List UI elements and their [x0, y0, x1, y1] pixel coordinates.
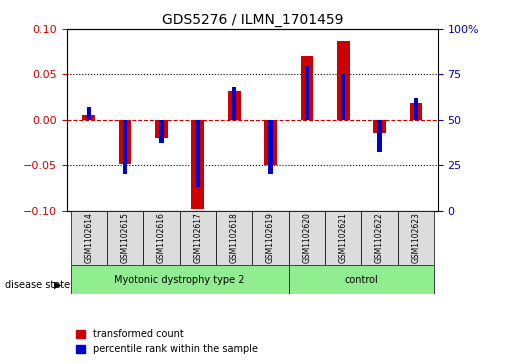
- Bar: [305, 65, 309, 120]
- Text: GSM1102623: GSM1102623: [411, 212, 420, 263]
- Text: GSM1102622: GSM1102622: [375, 212, 384, 263]
- Text: control: control: [345, 274, 379, 285]
- Text: GSM1102617: GSM1102617: [193, 212, 202, 263]
- Bar: [301, 56, 313, 120]
- Bar: [337, 41, 350, 120]
- FancyBboxPatch shape: [325, 211, 362, 265]
- FancyBboxPatch shape: [289, 265, 434, 294]
- Bar: [373, 120, 386, 134]
- Bar: [228, 91, 241, 120]
- Bar: [341, 74, 346, 120]
- Bar: [119, 120, 131, 164]
- Text: GSM1102618: GSM1102618: [230, 212, 238, 263]
- Legend: transformed count, percentile rank within the sample: transformed count, percentile rank withi…: [72, 326, 262, 358]
- FancyBboxPatch shape: [398, 211, 434, 265]
- Text: ▶: ▶: [54, 280, 62, 290]
- Text: Myotonic dystrophy type 2: Myotonic dystrophy type 2: [114, 274, 245, 285]
- Text: GSM1102619: GSM1102619: [266, 212, 275, 263]
- Bar: [82, 115, 95, 120]
- FancyBboxPatch shape: [71, 265, 289, 294]
- Bar: [192, 120, 204, 209]
- Bar: [264, 120, 277, 165]
- FancyBboxPatch shape: [143, 211, 180, 265]
- Bar: [409, 103, 422, 120]
- Bar: [87, 107, 91, 120]
- Text: disease state: disease state: [5, 280, 70, 290]
- FancyBboxPatch shape: [71, 211, 107, 265]
- Bar: [377, 120, 382, 152]
- FancyBboxPatch shape: [180, 211, 216, 265]
- Bar: [159, 120, 164, 143]
- Text: GSM1102616: GSM1102616: [157, 212, 166, 263]
- Bar: [155, 120, 168, 138]
- Text: GSM1102614: GSM1102614: [84, 212, 93, 263]
- FancyBboxPatch shape: [362, 211, 398, 265]
- Text: GSM1102621: GSM1102621: [339, 212, 348, 263]
- FancyBboxPatch shape: [252, 211, 289, 265]
- Bar: [123, 120, 127, 174]
- Bar: [196, 120, 200, 187]
- FancyBboxPatch shape: [289, 211, 325, 265]
- Title: GDS5276 / ILMN_1701459: GDS5276 / ILMN_1701459: [162, 13, 343, 26]
- FancyBboxPatch shape: [107, 211, 143, 265]
- FancyBboxPatch shape: [216, 211, 252, 265]
- Bar: [414, 98, 418, 120]
- Bar: [232, 87, 236, 120]
- Bar: [268, 120, 273, 174]
- Text: GSM1102620: GSM1102620: [302, 212, 312, 263]
- Text: GSM1102615: GSM1102615: [121, 212, 130, 263]
